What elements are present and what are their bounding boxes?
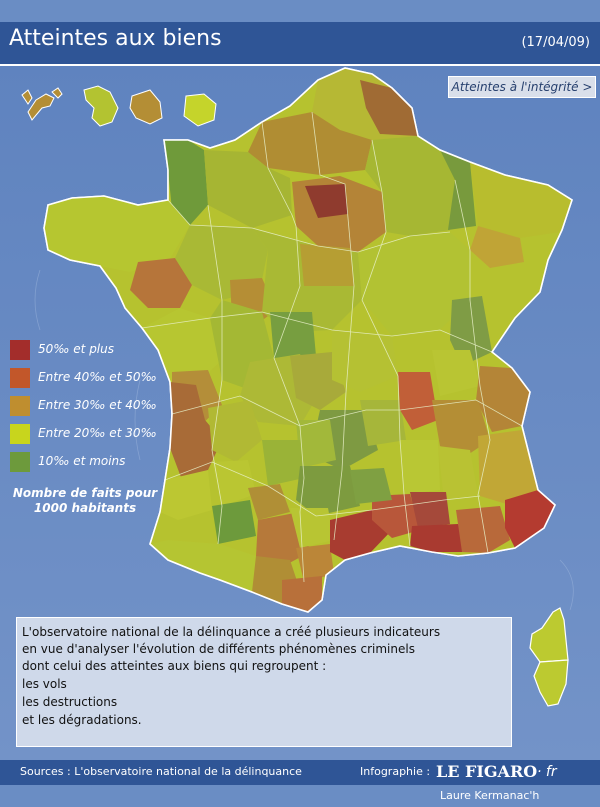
region-ille-et-vilaine <box>130 258 192 308</box>
region-picardie <box>248 112 372 175</box>
region-normandie-east <box>204 150 292 228</box>
region-cher <box>270 312 316 358</box>
page-title: Atteintes aux biens <box>9 26 222 51</box>
region-alpes <box>478 430 538 505</box>
legend-swatch <box>10 340 30 360</box>
region-paris <box>305 184 348 218</box>
region-bourgogne <box>358 232 470 336</box>
publication-date: (17/04/09) <box>521 35 590 50</box>
info-line: L'observatoire national de la délinquanc… <box>22 625 441 639</box>
region-bretagne <box>44 196 190 272</box>
legend-item: Entre 20‰ et 30‰ <box>10 423 170 446</box>
region-dordogne <box>208 400 262 462</box>
author-credit: Laure Kermanac'h <box>440 789 540 802</box>
legend-note: Nombre de faits pour 1000 habitants <box>12 486 158 515</box>
region-loiret <box>300 244 354 286</box>
region-allier <box>332 330 398 392</box>
le-figaro-logo: LE FIGARO <box>436 762 538 781</box>
region-aude <box>296 544 334 582</box>
region-lozere <box>350 468 392 504</box>
footer-bar: Sources : L'observatoire national de la … <box>0 760 600 785</box>
region-vendee <box>142 308 222 385</box>
info-line: les destructions <box>22 695 118 709</box>
legend-swatch <box>10 424 30 444</box>
info-line: en vue d'analyser l'évolution de différe… <box>22 642 415 656</box>
martinique <box>83 85 119 127</box>
infographie-label: Infographie : <box>360 765 431 778</box>
region-ain <box>432 350 480 396</box>
legend-item: Entre 40‰ et 50‰ <box>10 367 170 390</box>
region-bouches-du-rhone <box>410 524 468 552</box>
region-nord-east <box>360 80 418 136</box>
region-champagne <box>365 136 455 236</box>
region-haute-loire <box>360 400 406 446</box>
region-aveyron <box>296 466 360 516</box>
region-vosges <box>470 226 524 268</box>
info-line: et les dégradations. <box>22 713 142 727</box>
region-isere <box>432 400 490 460</box>
info-line: les vols <box>22 677 67 691</box>
region-rhone <box>398 372 438 430</box>
region-jura <box>450 296 492 366</box>
region-gironde <box>170 382 222 480</box>
region-alpes-maritimes <box>505 490 555 548</box>
region-gers <box>212 500 256 544</box>
region-ardeche <box>400 440 440 494</box>
integrity-link-button[interactable]: Atteintes à l'intégrité > <box>448 76 596 98</box>
legend-item: 10‰ et moins <box>10 451 170 474</box>
region-lot <box>262 440 304 486</box>
region-lot-et-garonne <box>212 460 256 506</box>
region-pyrenees <box>150 540 256 592</box>
sources-credit: Sources : L'observatoire national de la … <box>20 765 302 778</box>
region-vaucluse <box>410 492 450 528</box>
legend-label: Entre 40‰ et 50‰ <box>38 370 157 384</box>
header-bar: Atteintes aux biens (17/04/09) <box>0 22 600 66</box>
region-savoie <box>476 366 530 432</box>
legend-swatch <box>10 396 30 416</box>
overseas-territories <box>21 85 217 127</box>
map-legend: 50‰ et plus Entre 40‰ et 50‰ Entre 30‰ e… <box>10 339 170 479</box>
guyane <box>129 89 163 125</box>
department-borders <box>141 111 523 583</box>
legend-label: Entre 30‰ et 40‰ <box>38 398 157 412</box>
region-var <box>456 506 510 553</box>
legend-item: 50‰ et plus <box>10 339 170 362</box>
region-landes <box>160 470 212 520</box>
region-meuse <box>440 150 476 230</box>
legend-swatch <box>10 368 30 388</box>
legend-label: 10‰ et moins <box>38 454 126 468</box>
info-line: dont celui des atteintes aux biens qui r… <box>22 659 327 673</box>
region-lorraine <box>470 162 572 238</box>
region-cantal <box>296 420 336 468</box>
legend-label: Entre 20‰ et 30‰ <box>38 426 157 440</box>
corse <box>529 607 569 707</box>
region-drome <box>438 446 478 500</box>
guadeloupe <box>21 87 63 121</box>
info-box: L'observatoire national de la délinquanc… <box>16 617 512 747</box>
coast-lines <box>34 269 574 611</box>
legend-item: Entre 30‰ et 40‰ <box>10 395 170 418</box>
reunion <box>183 93 217 127</box>
logo-suffix: · fr <box>537 764 557 780</box>
corse-du-sud <box>533 659 569 707</box>
legend-label: 50‰ et plus <box>38 342 114 356</box>
region-tarn <box>290 508 334 548</box>
legend-swatch <box>10 452 30 472</box>
region-pyrenees-orientales <box>282 576 322 612</box>
region-normandie-west <box>164 140 208 225</box>
